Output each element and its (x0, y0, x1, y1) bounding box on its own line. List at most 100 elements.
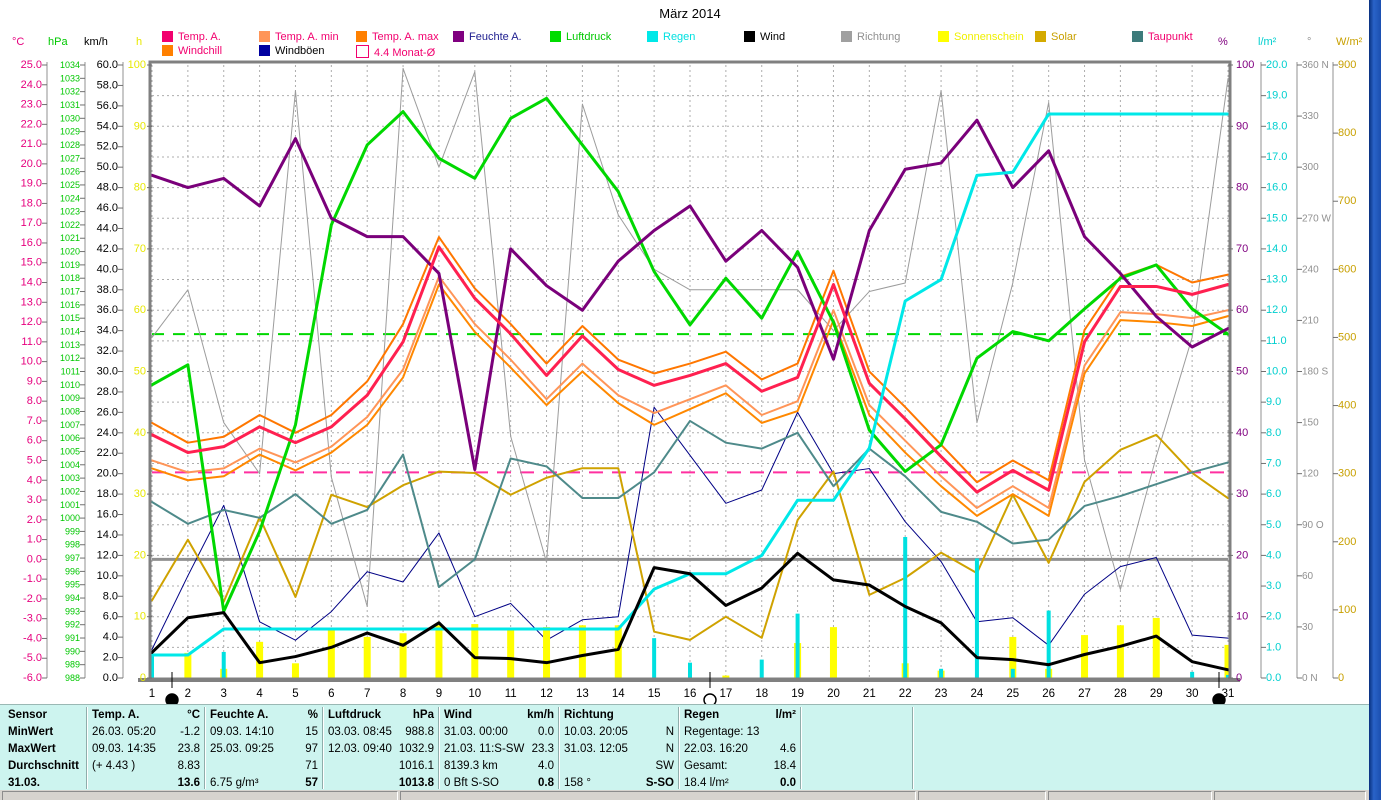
svg-text:40: 40 (134, 427, 146, 439)
legend-swatch-icon (356, 45, 369, 58)
svg-text:12.0: 12.0 (21, 316, 42, 328)
svg-text:20: 20 (134, 549, 146, 561)
legend-label: Windböen (275, 45, 325, 57)
legend-label: Temp. A. min (275, 31, 339, 43)
moon-symbols (165, 672, 1226, 704)
svg-text:999: 999 (65, 526, 80, 536)
svg-text:50.0: 50.0 (97, 161, 118, 173)
svg-text:1012: 1012 (60, 353, 80, 363)
axis-header-hours: h (136, 36, 143, 48)
svg-text:11.0: 11.0 (21, 336, 42, 348)
axis-wm2: 900 800 700 600 500 400 300 200 100 0 (1332, 59, 1356, 684)
x-axis-label: 1 (149, 688, 155, 700)
status-bar-segment (400, 791, 916, 800)
svg-text:12.0: 12.0 (1266, 304, 1287, 316)
svg-text:22.0: 22.0 (97, 447, 118, 459)
svg-text:100: 100 (128, 59, 146, 71)
status-bar-segment (918, 791, 1046, 800)
table-value-text: 8139.3 km (444, 760, 498, 772)
table-row-label: MaxWert (8, 743, 56, 755)
svg-text:-2.0: -2.0 (23, 593, 42, 605)
svg-text:16.0: 16.0 (1266, 182, 1287, 194)
table-value-number: 18.4 (773, 760, 796, 772)
x-axis-label: 7 (364, 688, 370, 700)
svg-text:1013: 1013 (60, 340, 80, 350)
svg-text:210: 210 (1302, 315, 1319, 326)
x-axis-label: 15 (648, 688, 661, 700)
legend-item-luftdruck: Luftdruck (550, 31, 611, 43)
legend-swatch-icon (259, 31, 270, 42)
svg-text:60.0: 60.0 (97, 59, 118, 71)
axis-header-hpa: hPa (48, 36, 68, 48)
legend-item-taupunkt: Taupunkt (1132, 31, 1193, 43)
svg-text:6.0: 6.0 (1266, 488, 1281, 500)
x-axis-label: 13 (576, 688, 589, 700)
svg-text:1002: 1002 (60, 486, 80, 496)
legend-swatch-icon (550, 31, 561, 42)
table-value-number: N (665, 743, 674, 755)
svg-text:10: 10 (1236, 611, 1248, 623)
table-value-text: 18.4 l/m² (684, 777, 729, 789)
table-row-label: Sensor (8, 709, 47, 721)
svg-text:0 N: 0 N (1302, 673, 1318, 684)
svg-text:992: 992 (65, 620, 80, 630)
svg-text:30: 30 (134, 488, 146, 500)
svg-text:-5.0: -5.0 (23, 652, 42, 664)
svg-text:1.0: 1.0 (1266, 641, 1281, 653)
svg-text:24.0: 24.0 (21, 79, 42, 91)
table-row-label: Durchschnitt (8, 760, 79, 772)
svg-text:34.0: 34.0 (97, 325, 118, 337)
table-value-number: 0.0 (780, 777, 796, 789)
svg-text:1033: 1033 (60, 73, 80, 83)
legend-item-temp-a-max: Temp. A. max (356, 31, 439, 43)
x-axis-label: 24 (971, 688, 984, 700)
series-temp-a- (150, 245, 1230, 494)
axis-header-kmh: km/h (84, 36, 108, 48)
svg-text:28.0: 28.0 (97, 386, 118, 398)
status-bar (0, 790, 1369, 800)
grid (151, 65, 1229, 678)
svg-text:270 W: 270 W (1302, 213, 1331, 224)
svg-text:600: 600 (1338, 263, 1356, 275)
svg-text:1024: 1024 (60, 193, 80, 203)
svg-text:7.0: 7.0 (27, 415, 42, 427)
legend-label: Temp. A. max (372, 31, 439, 43)
svg-text:19.0: 19.0 (1266, 90, 1287, 102)
legend-label: Windchill (178, 45, 223, 57)
svg-text:0.0: 0.0 (27, 553, 42, 565)
svg-text:1028: 1028 (60, 140, 80, 150)
x-axis-label: 5 (292, 688, 298, 700)
table-divider (204, 707, 206, 789)
x-axis-label: 25 (1006, 688, 1019, 700)
table-col-header: Richtung (564, 709, 614, 721)
legend-item-regen: Regen (647, 31, 695, 43)
svg-text:16.0: 16.0 (97, 509, 118, 521)
svg-text:44.0: 44.0 (97, 222, 118, 234)
svg-text:14.0: 14.0 (97, 529, 118, 541)
legend-label: Richtung (857, 31, 901, 43)
legend-item-sonnenschein: Sonnenschein (938, 31, 1024, 43)
table-value-number: N (665, 726, 674, 738)
svg-text:1022: 1022 (60, 220, 80, 230)
svg-text:240: 240 (1302, 264, 1319, 275)
table-col-unit: °C (187, 709, 200, 721)
svg-text:30: 30 (1236, 488, 1248, 500)
axis-header-deg: ° (1307, 36, 1312, 48)
table-value-number: 1032.9 (398, 743, 434, 755)
svg-text:18.0: 18.0 (1266, 120, 1287, 132)
legend-swatch-icon (744, 31, 755, 42)
series-temp-a-max (151, 236, 1229, 484)
x-axis-label: 21 (863, 688, 876, 700)
svg-text:998: 998 (65, 540, 80, 550)
x-axis-label: 10 (468, 688, 481, 700)
series-solar (151, 433, 1229, 641)
svg-text:300: 300 (1302, 162, 1319, 173)
svg-text:4.0: 4.0 (103, 631, 118, 643)
svg-text:1030: 1030 (60, 113, 80, 123)
table-value-number: 23.3 (531, 743, 554, 755)
svg-text:36.0: 36.0 (97, 304, 118, 316)
svg-text:400: 400 (1338, 400, 1356, 412)
svg-text:50: 50 (1236, 366, 1248, 378)
svg-text:70: 70 (1236, 243, 1248, 255)
